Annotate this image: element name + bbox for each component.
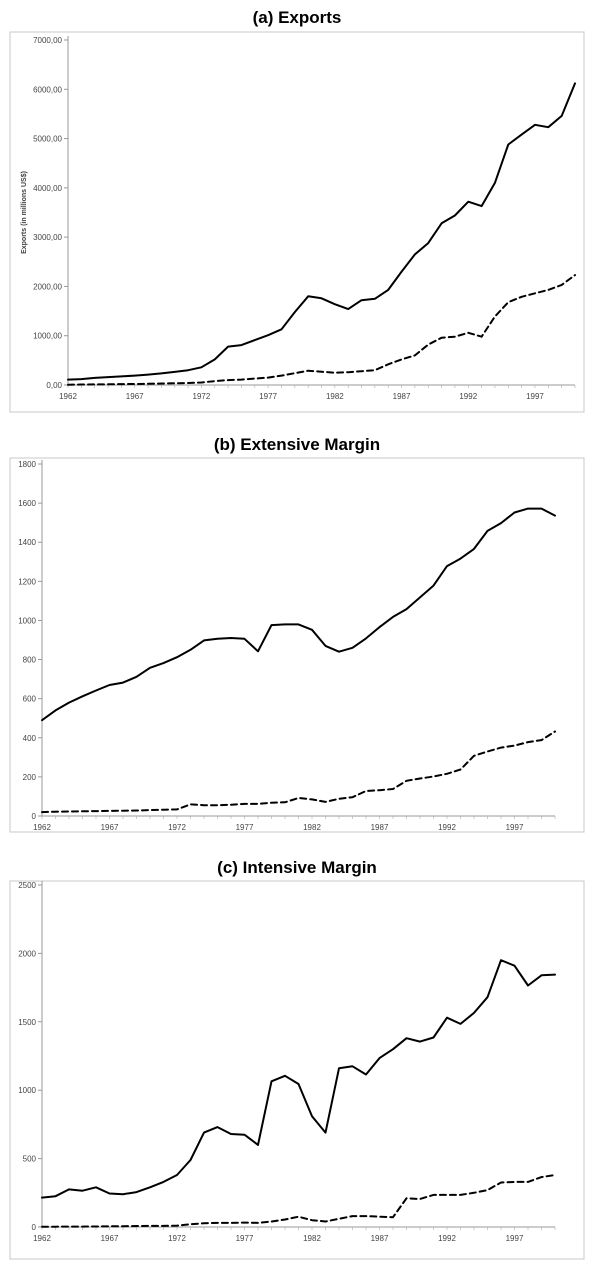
y-tick-label: 1500 [18,1018,36,1027]
y-tick-label: 1200 [18,577,36,586]
y-tick-label: 6000,00 [33,85,62,94]
chart-frame [9,457,585,833]
y-tick-label: 3000,00 [33,233,62,242]
panel-a-title: (a) Exports [252,8,342,27]
x-tick-label: 1962 [33,1234,51,1243]
x-tick-label: 1992 [438,1234,456,1243]
x-tick-label: 1992 [438,823,456,832]
x-tick-label: 1987 [371,823,389,832]
series-line-solid [41,507,556,722]
intensive-margin-chart: 0 500 1000 1500 2000 2500 1962 1967 1972 1977 1982… [9,880,585,1260]
x-tick-label: 1997 [506,1234,524,1243]
y-axis-label: Exports (in millions US$) [21,171,28,254]
y-tick-label: 2500 [18,881,36,890]
series-line-dashed [41,1174,556,1228]
x-tick-label: 1972 [168,823,186,832]
chart-frame [9,880,585,1260]
y-tick-label: 0 [32,812,37,821]
series-line-dashed [67,274,576,386]
y-tick-label: 2000 [18,949,36,958]
x-tick-label: 1972 [193,392,211,401]
x-tick-label: 1987 [371,1234,389,1243]
y-tick-label: 1000,00 [33,332,62,341]
chart-frame [9,31,585,413]
y-tick-label: 7000,00 [33,36,62,45]
y-tick-label: 4000,00 [33,184,62,193]
y-tick-label: 1600 [18,499,36,508]
series-line-dashed [41,730,556,814]
y-tick-label: 500 [23,1155,37,1164]
series-line-solid [67,82,576,381]
y-tick-label: 1800 [18,460,36,469]
x-tick-label: 1977 [236,823,254,832]
y-tick-label: 1400 [18,538,36,547]
x-tick-label: 1972 [168,1234,186,1243]
y-tick-label: 5000,00 [33,135,62,144]
x-tick-label: 1997 [526,392,544,401]
x-tick-label: 1982 [303,823,321,832]
x-tick-label: 1987 [393,392,411,401]
x-tick-label: 1997 [506,823,524,832]
y-tick-label: 600 [23,695,37,704]
x-tick-label: 1962 [59,392,77,401]
x-tick-label: 1967 [101,1234,119,1243]
y-tick-label: 1000 [18,1086,36,1095]
extensive-margin-chart: 0 200 400 600 800 1000 1200 1400 1600 1800 1962 196… [9,457,585,833]
x-tick-label: 1977 [236,1234,254,1243]
series-line-solid [41,959,556,1199]
x-tick-label: 1982 [326,392,344,401]
y-tick-label: 0,00 [46,381,62,390]
x-tick-label: 1982 [303,1234,321,1243]
y-tick-label: 0 [32,1223,37,1232]
x-tick-label: 1967 [126,392,144,401]
x-tick-label: 1992 [459,392,477,401]
panel-b-title: (b) Extensive Margin [213,435,381,454]
y-tick-label: 200 [23,773,37,782]
x-tick-label: 1967 [101,823,119,832]
y-tick-label: 400 [23,734,37,743]
exports-chart: 0,00 1000,00 2000,00 3000,00 4000,00 5000,00 6… [9,31,585,413]
y-tick-label: 800 [23,656,37,665]
panel-c-title: (c) Intensive Margin [217,858,377,877]
y-tick-label: 2000,00 [33,282,62,291]
y-tick-label: 1000 [18,616,36,625]
x-tick-label: 1977 [259,392,277,401]
x-tick-label: 1962 [33,823,51,832]
